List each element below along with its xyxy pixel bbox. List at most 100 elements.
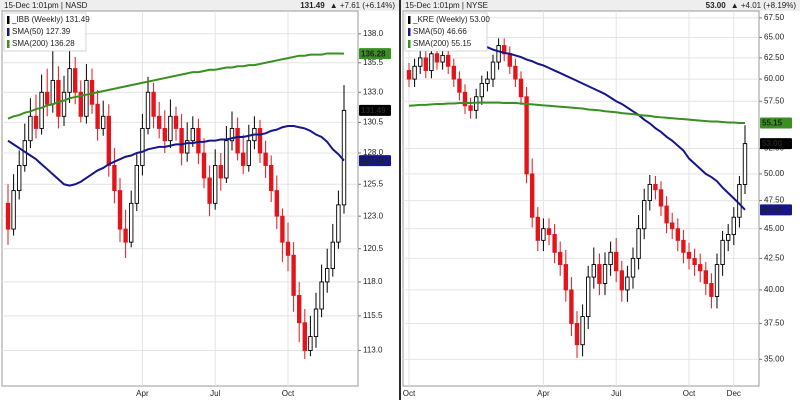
header-change: ▲ +7.61 (+6.14%) bbox=[330, 1, 396, 10]
candle-body bbox=[201, 152, 207, 179]
y-tick-label: 135.5 bbox=[363, 58, 384, 67]
candle-body bbox=[558, 251, 563, 265]
candle-body bbox=[151, 91, 156, 117]
sma-line bbox=[408, 101, 745, 124]
candle-body bbox=[468, 105, 473, 111]
header-info: 15-Dec 1:01pm | NYSE bbox=[405, 1, 488, 10]
candle-body bbox=[586, 276, 591, 318]
candle-body bbox=[507, 53, 512, 67]
candle-body bbox=[5, 202, 11, 230]
plot-area bbox=[2, 11, 358, 386]
candle-body bbox=[563, 264, 568, 291]
legend-swatch bbox=[408, 16, 411, 24]
candle-body bbox=[61, 91, 67, 117]
candle-body bbox=[681, 239, 686, 253]
candle-body bbox=[686, 251, 692, 259]
price-tag-label: 55.15 bbox=[762, 119, 783, 128]
header-last: 53.00 bbox=[706, 1, 727, 10]
candle-body bbox=[274, 190, 279, 217]
candle-body bbox=[341, 109, 347, 206]
candle-body bbox=[241, 152, 246, 166]
candle-body bbox=[224, 140, 229, 179]
y-tick-label: 125.5 bbox=[363, 179, 384, 188]
legend-box bbox=[3, 12, 87, 52]
y-tick-label: 123.0 bbox=[363, 211, 384, 220]
legend: _IBB (Weekly) 131.49 SMA(50) 127.39 SMA(20… bbox=[3, 12, 90, 52]
candle-body bbox=[658, 189, 664, 207]
candle-body bbox=[446, 54, 451, 67]
candle-body bbox=[11, 190, 16, 230]
candle-body bbox=[67, 68, 72, 93]
candle-body bbox=[145, 91, 151, 129]
candle-body bbox=[541, 228, 546, 241]
candle-body bbox=[485, 78, 490, 84]
candle-body bbox=[84, 79, 89, 117]
y-tick-label: 45.00 bbox=[764, 224, 785, 233]
candle-body bbox=[269, 164, 274, 192]
candle-body bbox=[451, 65, 456, 80]
candle-body bbox=[17, 164, 22, 192]
y-tick-label: 120.5 bbox=[363, 244, 384, 253]
candle-body bbox=[123, 228, 128, 243]
candle-body bbox=[602, 264, 608, 284]
legend-swatch bbox=[408, 40, 411, 48]
price-tag bbox=[760, 138, 792, 150]
candle-body bbox=[162, 127, 167, 142]
price-tag-label: 53.00 bbox=[762, 139, 783, 148]
candle-body bbox=[56, 79, 61, 117]
candle-body bbox=[591, 264, 596, 278]
candle-body bbox=[330, 241, 335, 270]
candle-body bbox=[462, 91, 468, 107]
candle-body bbox=[546, 228, 552, 235]
candle-body bbox=[709, 283, 714, 297]
candle-body bbox=[524, 96, 529, 175]
x-tick-label: Oct bbox=[683, 389, 696, 398]
y-tick-label: 113.0 bbox=[363, 346, 383, 355]
candle-body bbox=[218, 164, 223, 179]
header-bar bbox=[0, 0, 399, 11]
candle-body bbox=[653, 183, 658, 191]
candle-body bbox=[636, 228, 641, 259]
price-tag bbox=[359, 104, 391, 116]
candle-body bbox=[698, 264, 703, 272]
candle-body bbox=[580, 316, 585, 346]
candle-body bbox=[134, 164, 139, 204]
price-tag-label: 131.49 bbox=[361, 106, 386, 115]
price-tag bbox=[359, 48, 391, 60]
candle-body bbox=[101, 115, 106, 129]
candle-body bbox=[670, 222, 675, 230]
candle-body bbox=[196, 127, 201, 154]
candle-body bbox=[179, 127, 184, 154]
x-tick-label: Dec bbox=[727, 389, 741, 398]
candle-body bbox=[619, 270, 624, 291]
candle-body bbox=[664, 205, 669, 224]
legend-swatch bbox=[7, 40, 10, 48]
candle-body bbox=[406, 70, 412, 80]
candle-body bbox=[608, 251, 613, 265]
candle-body bbox=[297, 294, 302, 324]
candle-body bbox=[213, 164, 218, 204]
candle-body bbox=[518, 78, 524, 98]
candle-body bbox=[140, 127, 145, 166]
candle-body bbox=[336, 204, 341, 243]
y-tick-label: 133.0 bbox=[363, 87, 384, 96]
candle-body bbox=[112, 164, 117, 192]
y-tick-label: 128.0 bbox=[363, 148, 384, 157]
y-tick-label: 57.50 bbox=[764, 96, 785, 105]
x-tick-label: Oct bbox=[282, 389, 295, 398]
y-tick-label: 60.00 bbox=[764, 74, 785, 83]
legend-label: SMA(50) 46.66 bbox=[413, 27, 467, 36]
candle-body bbox=[429, 53, 434, 71]
legend-label: SMA(200) 136.28 bbox=[12, 39, 75, 48]
candle-body bbox=[28, 115, 33, 142]
candle-body bbox=[490, 61, 496, 80]
y-tick-label: 62.50 bbox=[764, 53, 785, 62]
y-tick-label: 115.5 bbox=[363, 311, 383, 320]
candle-body bbox=[325, 268, 330, 283]
candle-body bbox=[574, 323, 580, 346]
candle-body bbox=[720, 239, 725, 265]
candle-body bbox=[703, 270, 708, 284]
header-change: ▲ +4.01 (+8.19%) bbox=[731, 1, 797, 10]
candle-body bbox=[235, 127, 240, 154]
